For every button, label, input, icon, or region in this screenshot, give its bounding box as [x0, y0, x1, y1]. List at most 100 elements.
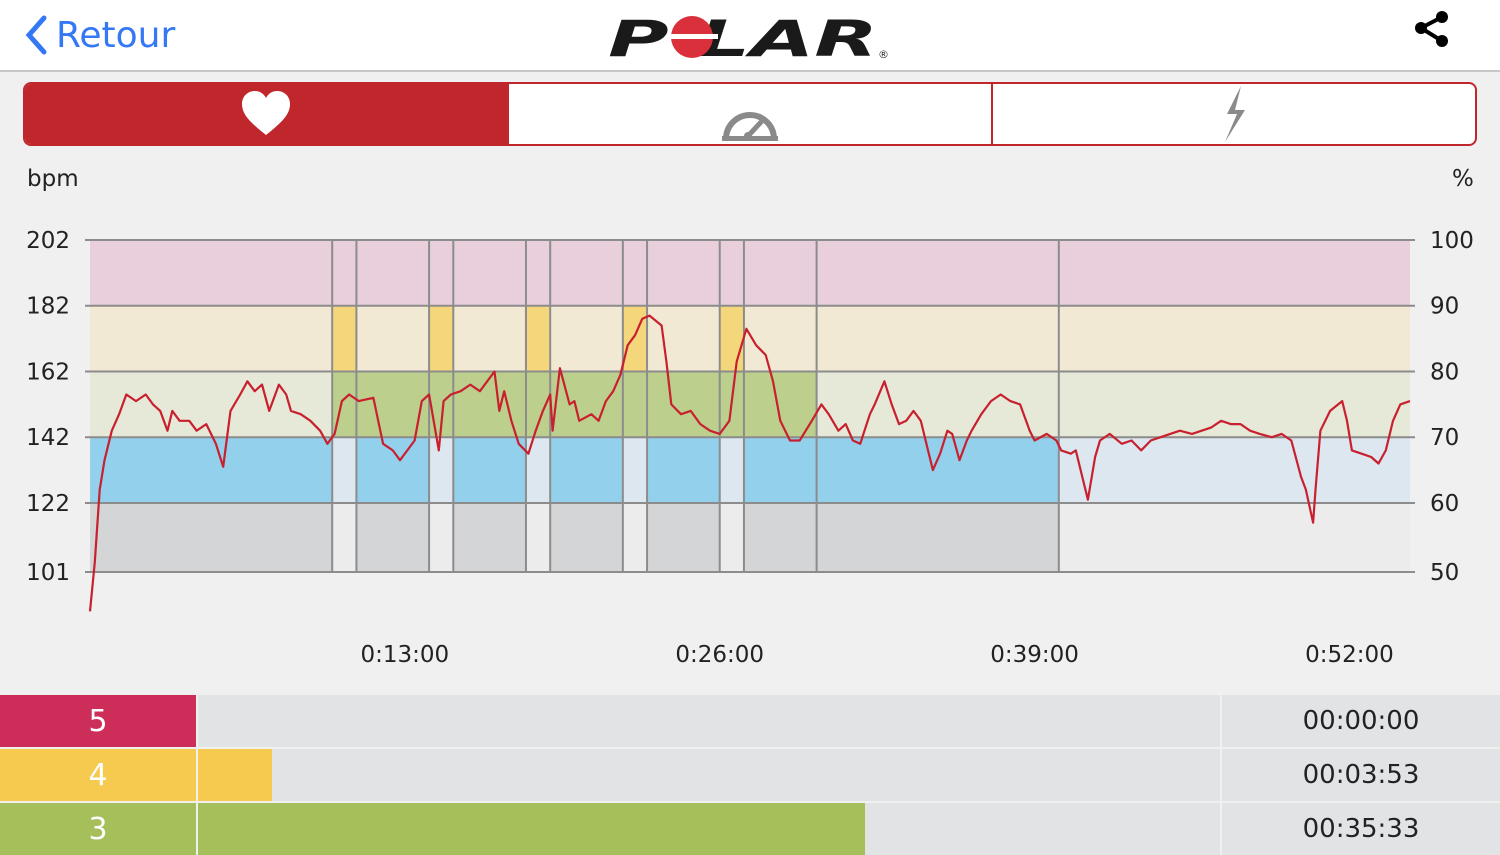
- polar-logo: P LAR ®: [608, 10, 892, 68]
- zone-band: [429, 502, 454, 572]
- zone-band: [816, 240, 1059, 306]
- zone-band: [647, 502, 720, 572]
- zone-band: [743, 240, 817, 306]
- zone-bar-track: [198, 749, 1220, 801]
- zone-band: [816, 371, 1059, 438]
- zone-band: [453, 502, 526, 572]
- zone-band: [743, 502, 817, 572]
- chevron-left-icon: [25, 15, 47, 55]
- speedometer-icon: [722, 112, 778, 141]
- svg-text:P LAR: P LAR: [608, 12, 878, 62]
- zone-band: [622, 240, 648, 306]
- zone-row-5: 5 00:00:00: [0, 695, 1500, 747]
- y-tick-right: 50: [1430, 560, 1459, 586]
- zone-band: [550, 502, 623, 572]
- zone-band: [525, 305, 551, 372]
- zone-band: [622, 502, 648, 572]
- y-tick-left: 142: [26, 425, 70, 451]
- zone-band: [332, 240, 357, 306]
- zone-band: [743, 437, 817, 503]
- heart-rate-line: [88, 314, 1411, 612]
- zone-band: [453, 305, 526, 372]
- zone-band: [719, 305, 744, 372]
- x-tick: 0:39:00: [990, 642, 1079, 668]
- zone-band: [550, 371, 623, 438]
- zone-band: [525, 502, 551, 572]
- zone-band: [429, 437, 454, 503]
- zone-band: [356, 305, 430, 372]
- zone-band: [1058, 371, 1410, 438]
- y-tick-left: 162: [26, 359, 70, 385]
- zone-band: [453, 371, 526, 438]
- zone-time: 00:03:53: [1222, 749, 1500, 801]
- y-tick-right: 70: [1430, 425, 1459, 451]
- zone-band: [719, 437, 744, 503]
- y-tick-left: 101: [26, 560, 70, 586]
- heart-icon: [242, 91, 290, 135]
- zone-band: [1058, 502, 1410, 572]
- zone-band: [816, 305, 1059, 372]
- zone-label: 4: [0, 749, 196, 801]
- zone-band: [356, 240, 430, 306]
- heart-rate-chart: 202 100 182 90 162 80 142 70 122 60 101 50 0:13:00 0:…: [26, 228, 1474, 668]
- zone-band: [356, 502, 430, 572]
- zone-band: [429, 305, 454, 372]
- zone-band: [647, 437, 720, 503]
- zone-band: [525, 240, 551, 306]
- zone-bar-fill: [198, 803, 866, 855]
- zone-band: [356, 371, 430, 438]
- tab-power[interactable]: [991, 84, 1475, 144]
- svg-text:®: ®: [878, 48, 889, 61]
- y-tick-right: 60: [1430, 491, 1459, 517]
- zone-band: [719, 240, 744, 306]
- y-tick-right: 80: [1430, 359, 1459, 385]
- zone-band: [332, 305, 357, 372]
- tab-speed[interactable]: [507, 84, 991, 144]
- zone-bar-fill: [198, 749, 272, 801]
- y-tick-left: 202: [26, 228, 70, 254]
- y-tick-right: 100: [1430, 228, 1474, 254]
- zone-band: [550, 305, 623, 372]
- y-tick-left: 182: [26, 294, 70, 320]
- zone-band: [90, 437, 333, 503]
- share-button[interactable]: [1410, 8, 1454, 56]
- lightning-icon: [1225, 86, 1245, 142]
- zone-label: 3: [0, 803, 196, 855]
- share-icon: [1415, 11, 1448, 47]
- zone-band: [332, 437, 357, 503]
- y-tick-right: 90: [1430, 294, 1459, 320]
- zone-bar-track: [198, 803, 1220, 855]
- zone-band: [90, 502, 333, 572]
- x-tick: 0:52:00: [1305, 642, 1394, 668]
- zone-band: [622, 305, 648, 372]
- y-axis-right-label: %: [1452, 166, 1474, 192]
- zone-band: [356, 437, 430, 503]
- tab-heart-rate[interactable]: [25, 84, 507, 144]
- zone-band: [550, 437, 623, 503]
- zone-label: 5: [0, 695, 196, 747]
- zone-band: [453, 240, 526, 306]
- zone-band: [816, 437, 1059, 503]
- zone-row-4: 4 00:03:53: [0, 749, 1500, 801]
- zone-band: [743, 371, 817, 438]
- zone-band: [647, 240, 720, 306]
- zone-band: [453, 437, 526, 503]
- metric-tabs: [23, 82, 1477, 146]
- zone-time: 00:00:00: [1222, 695, 1500, 747]
- zone-row-3: 3 00:35:33: [0, 803, 1500, 855]
- zone-band: [90, 371, 333, 438]
- y-axis-left-label: bpm: [27, 166, 79, 192]
- zone-band: [1058, 437, 1410, 503]
- zone-band: [622, 437, 648, 503]
- x-tick: 0:26:00: [675, 642, 764, 668]
- zone-time: 00:35:33: [1222, 803, 1500, 855]
- x-tick: 0:13:00: [361, 642, 450, 668]
- back-label: Retour: [56, 14, 176, 56]
- zone-band: [743, 305, 817, 372]
- zone-band: [1058, 305, 1410, 372]
- zone-band: [429, 240, 454, 306]
- zone-band: [90, 240, 333, 306]
- back-button[interactable]: Retour: [24, 10, 175, 60]
- zone-band: [1058, 240, 1410, 306]
- header: Retour P LAR ®: [0, 0, 1500, 72]
